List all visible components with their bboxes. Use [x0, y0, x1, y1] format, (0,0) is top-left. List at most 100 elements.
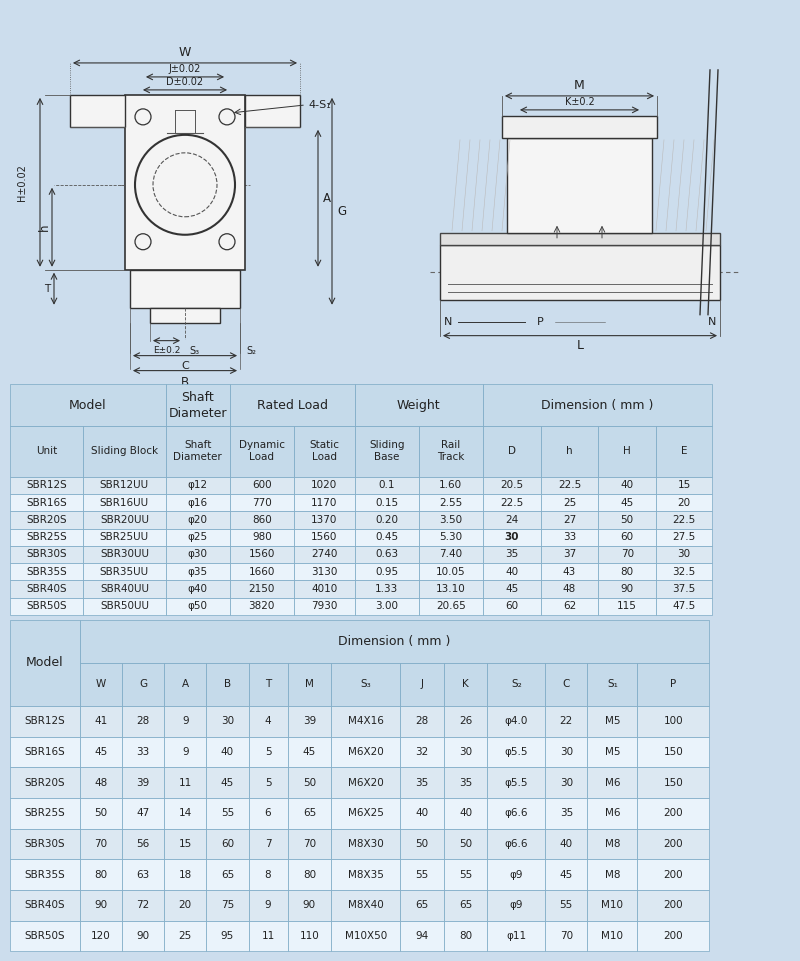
Text: 7.40: 7.40 [439, 550, 462, 559]
Text: SBR25S: SBR25S [26, 532, 66, 542]
Text: W: W [96, 679, 106, 689]
Text: 55: 55 [560, 900, 573, 910]
Bar [249, 768, 287, 798]
Bar [587, 768, 638, 798]
Bar [546, 921, 587, 951]
Bar [10, 384, 166, 426]
Bar [482, 529, 541, 546]
Bar [230, 511, 294, 529]
Text: 4010: 4010 [311, 584, 338, 594]
Bar [656, 563, 712, 580]
Bar [122, 859, 164, 890]
Text: φ25: φ25 [188, 532, 208, 542]
Text: 9: 9 [182, 747, 189, 757]
Text: Unit: Unit [36, 446, 57, 456]
Bar [482, 546, 541, 563]
Bar [656, 494, 712, 511]
Bar [541, 598, 598, 615]
Text: SBR25UU: SBR25UU [100, 532, 149, 542]
Bar [230, 477, 294, 494]
Bar [249, 890, 287, 921]
Text: SBR12UU: SBR12UU [100, 480, 149, 490]
Bar [80, 768, 122, 798]
Text: M6: M6 [605, 808, 620, 819]
Text: 1020: 1020 [311, 480, 338, 490]
Bar [122, 706, 164, 737]
Text: 50: 50 [303, 777, 316, 788]
Text: 45: 45 [303, 747, 316, 757]
Bar [80, 798, 122, 828]
Bar [80, 663, 122, 706]
Text: M6: M6 [605, 777, 620, 788]
Bar [164, 737, 206, 768]
Bar [546, 798, 587, 828]
Text: SBR35UU: SBR35UU [100, 567, 149, 577]
Bar [122, 798, 164, 828]
Bar [294, 529, 354, 546]
Text: 70: 70 [621, 550, 634, 559]
Bar [10, 921, 80, 951]
Text: 30: 30 [678, 550, 690, 559]
Bar [331, 798, 400, 828]
Bar [598, 580, 656, 598]
Text: 80: 80 [459, 931, 472, 941]
Bar [587, 737, 638, 768]
Text: 90: 90 [303, 900, 316, 910]
Text: 80: 80 [94, 870, 107, 879]
Text: 0.20: 0.20 [375, 515, 398, 525]
Text: W: W [179, 46, 191, 59]
Bar [487, 768, 546, 798]
Text: 5: 5 [265, 777, 271, 788]
Bar [80, 921, 122, 951]
Text: 600: 600 [252, 480, 272, 490]
Bar [638, 859, 709, 890]
Text: 25: 25 [178, 931, 192, 941]
Bar [80, 620, 709, 663]
Text: Sliding Block: Sliding Block [91, 446, 158, 456]
Bar [130, 270, 240, 308]
Text: 45: 45 [94, 747, 107, 757]
Text: 80: 80 [621, 567, 634, 577]
Text: 50: 50 [621, 515, 634, 525]
Text: 28: 28 [137, 716, 150, 727]
Text: 60: 60 [221, 839, 234, 850]
Bar [444, 921, 487, 951]
Bar [10, 426, 83, 477]
Bar [354, 546, 418, 563]
Bar [331, 663, 400, 706]
Text: M: M [574, 79, 585, 92]
Bar [638, 921, 709, 951]
Bar [206, 706, 249, 737]
Bar [245, 95, 300, 127]
Text: 27.5: 27.5 [673, 532, 696, 542]
Bar [400, 663, 444, 706]
Text: 5.30: 5.30 [439, 532, 462, 542]
Text: 10.05: 10.05 [436, 567, 466, 577]
Text: 3.50: 3.50 [439, 515, 462, 525]
Text: M4X16: M4X16 [348, 716, 383, 727]
Bar [206, 768, 249, 798]
Bar [541, 494, 598, 511]
Text: 65: 65 [459, 900, 472, 910]
Bar [125, 95, 245, 270]
Bar [331, 768, 400, 798]
Text: SBR30UU: SBR30UU [100, 550, 149, 559]
Text: SBR50S: SBR50S [25, 931, 65, 941]
Bar [656, 511, 712, 529]
Text: φ11: φ11 [506, 931, 526, 941]
Text: 200: 200 [663, 900, 683, 910]
Bar [487, 890, 546, 921]
Bar [587, 890, 638, 921]
Bar [541, 426, 598, 477]
Bar [287, 921, 331, 951]
Bar [638, 890, 709, 921]
Bar [598, 494, 656, 511]
Text: SBR12S: SBR12S [24, 716, 65, 727]
Text: SBR40S: SBR40S [26, 584, 66, 594]
Bar [418, 426, 482, 477]
Text: 33: 33 [137, 747, 150, 757]
Bar [331, 706, 400, 737]
Text: 37.5: 37.5 [673, 584, 696, 594]
Bar [656, 529, 712, 546]
Text: 27: 27 [563, 515, 576, 525]
